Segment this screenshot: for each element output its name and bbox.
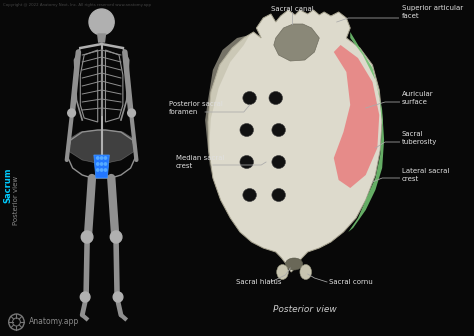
Text: Anatomy.app: Anatomy.app	[29, 318, 79, 327]
Ellipse shape	[272, 188, 285, 202]
Ellipse shape	[240, 124, 254, 136]
Polygon shape	[101, 130, 137, 165]
Polygon shape	[334, 45, 379, 188]
Text: Sacral hiatus: Sacral hiatus	[236, 279, 282, 285]
Circle shape	[89, 9, 114, 35]
Circle shape	[80, 292, 90, 302]
Ellipse shape	[277, 264, 288, 280]
Ellipse shape	[272, 124, 285, 136]
Text: Sacral cornu: Sacral cornu	[329, 279, 373, 285]
Ellipse shape	[243, 91, 256, 104]
Polygon shape	[274, 24, 319, 61]
Ellipse shape	[300, 264, 311, 280]
Ellipse shape	[269, 91, 283, 104]
Text: Posterior view: Posterior view	[273, 305, 337, 314]
Circle shape	[104, 157, 107, 159]
Circle shape	[113, 292, 123, 302]
Circle shape	[128, 109, 136, 117]
Text: Posterior sacral
foramen: Posterior sacral foramen	[169, 101, 223, 115]
Ellipse shape	[240, 156, 254, 168]
Text: Lateral sacral
crest: Lateral sacral crest	[401, 168, 449, 182]
Text: Sacral
tuberosity: Sacral tuberosity	[401, 131, 437, 145]
Ellipse shape	[272, 156, 285, 168]
Text: Median sacral
crest: Median sacral crest	[176, 155, 225, 169]
Text: Sacrum: Sacrum	[3, 167, 12, 203]
Polygon shape	[205, 35, 250, 175]
Ellipse shape	[285, 258, 303, 270]
Polygon shape	[98, 34, 105, 42]
Circle shape	[68, 109, 75, 117]
Circle shape	[100, 169, 103, 171]
Polygon shape	[208, 10, 382, 272]
Text: Superior articular
facet: Superior articular facet	[401, 5, 463, 19]
Circle shape	[104, 169, 107, 171]
Polygon shape	[348, 32, 384, 232]
Circle shape	[97, 157, 99, 159]
Circle shape	[104, 163, 107, 165]
Circle shape	[100, 163, 103, 165]
Polygon shape	[94, 155, 109, 178]
Text: Auricular
surface: Auricular surface	[401, 91, 433, 105]
Text: Sacral canal: Sacral canal	[271, 6, 314, 12]
Text: Posterior view: Posterior view	[13, 175, 19, 224]
Circle shape	[97, 169, 99, 171]
Polygon shape	[67, 130, 101, 165]
Circle shape	[100, 157, 103, 159]
Text: Copyright @ 2022 Anatomy Next, Inc. All rights reserved www.anatomy.app: Copyright @ 2022 Anatomy Next, Inc. All …	[3, 3, 151, 7]
Ellipse shape	[243, 188, 256, 202]
Circle shape	[81, 231, 93, 243]
Circle shape	[110, 231, 122, 243]
Circle shape	[97, 163, 99, 165]
